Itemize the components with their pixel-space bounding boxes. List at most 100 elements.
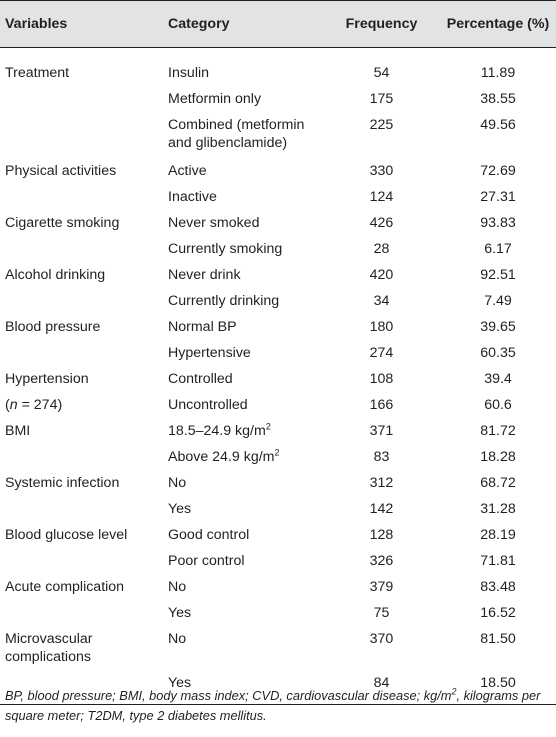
variable-cell	[0, 440, 163, 466]
percentage-cell: 83.48	[480, 579, 516, 595]
variable-cell: Physical activities	[5, 163, 117, 179]
category-cell: Metformin only	[168, 91, 262, 107]
variable-cell	[0, 108, 163, 154]
table-row: Physical activities Active 330 72.69	[0, 154, 556, 180]
percentage-cell: 6.17	[484, 241, 512, 257]
table-row: Inactive 124 27.31	[0, 180, 556, 206]
percentage-cell: 39.4	[484, 371, 512, 387]
category-cell: Insulin	[168, 65, 210, 81]
category-text: Above 24.9 kg/m	[168, 449, 275, 465]
category-cell: Yes	[168, 501, 192, 517]
table-row: Alcohol drinking Never drink 420 92.51	[0, 258, 556, 284]
variable-cell	[0, 180, 163, 206]
frequency-cell: 370	[369, 631, 394, 647]
percentage-cell: 60.6	[484, 397, 512, 413]
percentage-cell: 18.28	[480, 449, 516, 465]
category-cell: Combined (metformin and glibenclamide)	[168, 117, 305, 151]
frequency-cell: 75	[373, 605, 390, 621]
category-cell: Yes	[163, 666, 323, 705]
header-frequency: Frequency	[323, 0, 440, 48]
percentage-cell: 31.28	[480, 501, 516, 517]
table-row: BMI 18.5–24.9 kg/m2 371 81.72	[0, 414, 556, 440]
percentage-cell: 92.51	[480, 267, 516, 283]
table-footnote: BP, blood pressure; BMI, body mass index…	[5, 686, 553, 726]
frequency-cell: 83	[373, 449, 390, 465]
variable-cell: Treatment	[5, 65, 70, 81]
category-cell: Controlled	[168, 371, 233, 387]
percentage-cell: 11.89	[480, 65, 516, 81]
frequency-cell: 379	[369, 579, 394, 595]
n-symbol: n	[9, 397, 18, 413]
table-row: (n = 274) Uncontrolled 166 60.6	[0, 388, 556, 414]
table-row: Blood glucose level Good control 128 28.…	[0, 518, 556, 544]
table-row: Yes 75 16.52	[0, 596, 556, 622]
header-percentage: Percentage (%)	[440, 0, 556, 48]
percentage-cell: 68.72	[480, 475, 516, 491]
n-value: = 274)	[17, 397, 63, 413]
table-row: Above 24.9 kg/m2 83 18.28	[0, 440, 556, 466]
table-row: Currently smoking 28 6.17	[0, 232, 556, 258]
category-cell: No	[168, 475, 187, 491]
percentage-cell: 7.49	[484, 293, 512, 309]
frequency-cell: 28	[373, 241, 390, 257]
table-row: Yes 142 31.28	[0, 492, 556, 518]
data-table: Variables Category Frequency Percentage …	[0, 0, 556, 705]
category-cell: Normal BP	[168, 319, 237, 335]
category-cell: Inactive	[168, 189, 217, 205]
category-cell: Never drink	[168, 267, 241, 283]
frequency-cell: 371	[369, 423, 394, 439]
category-cell: Uncontrolled	[168, 397, 248, 413]
frequency-cell: 225	[369, 117, 394, 133]
frequency-cell: 274	[369, 345, 394, 361]
category-cell: Currently drinking	[168, 293, 280, 309]
category-cell: Active	[168, 163, 207, 179]
variable-cell: Cigarette smoking	[5, 215, 120, 231]
category-cell: Never smoked	[168, 215, 260, 231]
category-cell: No	[168, 579, 187, 595]
variable-cell: (n = 274)	[0, 388, 163, 414]
variable-cell: Blood pressure	[5, 319, 101, 335]
percentage-cell: 39.65	[480, 319, 516, 335]
frequency-cell: 108	[369, 371, 394, 387]
variable-cell	[0, 336, 163, 362]
footnote-text: BP, blood pressure; BMI, body mass index…	[5, 688, 452, 703]
frequency-cell: 426	[369, 215, 394, 231]
frequency-cell: 166	[369, 397, 394, 413]
percentage-cell: 60.35	[480, 345, 516, 361]
category-cell: Currently smoking	[168, 241, 283, 257]
frequency-cell: 54	[373, 65, 390, 81]
category-cell: Yes	[168, 605, 192, 621]
table-row: Metformin only 175 38.55	[0, 82, 556, 108]
variable-cell	[0, 596, 163, 622]
percentage-cell: 38.55	[480, 91, 516, 107]
superscript: 2	[265, 421, 271, 432]
variable-cell: BMI	[5, 423, 31, 439]
table-row: Hypertensive 274 60.35	[0, 336, 556, 362]
table-row: Blood pressure Normal BP 180 39.65	[0, 310, 556, 336]
frequency-cell: 128	[369, 527, 394, 543]
percentage-cell: 18.50	[440, 666, 556, 705]
frequency-cell: 175	[369, 91, 394, 107]
frequency-cell: 420	[369, 267, 394, 283]
table-row: Cigarette smoking Never smoked 426 93.83	[0, 206, 556, 232]
category-cell: Poor control	[168, 553, 245, 569]
percentage-cell: 81.72	[480, 423, 516, 439]
variable-cell	[0, 666, 163, 705]
footnote-text-end: , kilograms per square meter; T2DM, type…	[5, 688, 541, 723]
frequency-cell: 34	[373, 293, 390, 309]
percentage-cell: 81.50	[480, 631, 516, 647]
table-row: Hypertension Controlled 108 39.4	[0, 362, 556, 388]
frequency-cell: 326	[369, 553, 394, 569]
variable-cell: Acute complication	[5, 579, 125, 595]
table-row: Treatment Insulin 54 11.89	[0, 48, 556, 83]
percentage-cell: 28.19	[480, 527, 516, 543]
header-variables: Variables	[0, 0, 163, 48]
frequency-cell: 124	[369, 189, 394, 205]
table-row: Yes 84 18.50	[0, 666, 556, 705]
variable-cell: Blood glucose level	[5, 527, 128, 543]
frequency-cell: 312	[369, 475, 394, 491]
category-cell: Above 24.9 kg/m2	[163, 440, 323, 466]
category-cell: Hypertensive	[168, 345, 251, 361]
percentage-cell: 93.83	[480, 215, 516, 231]
